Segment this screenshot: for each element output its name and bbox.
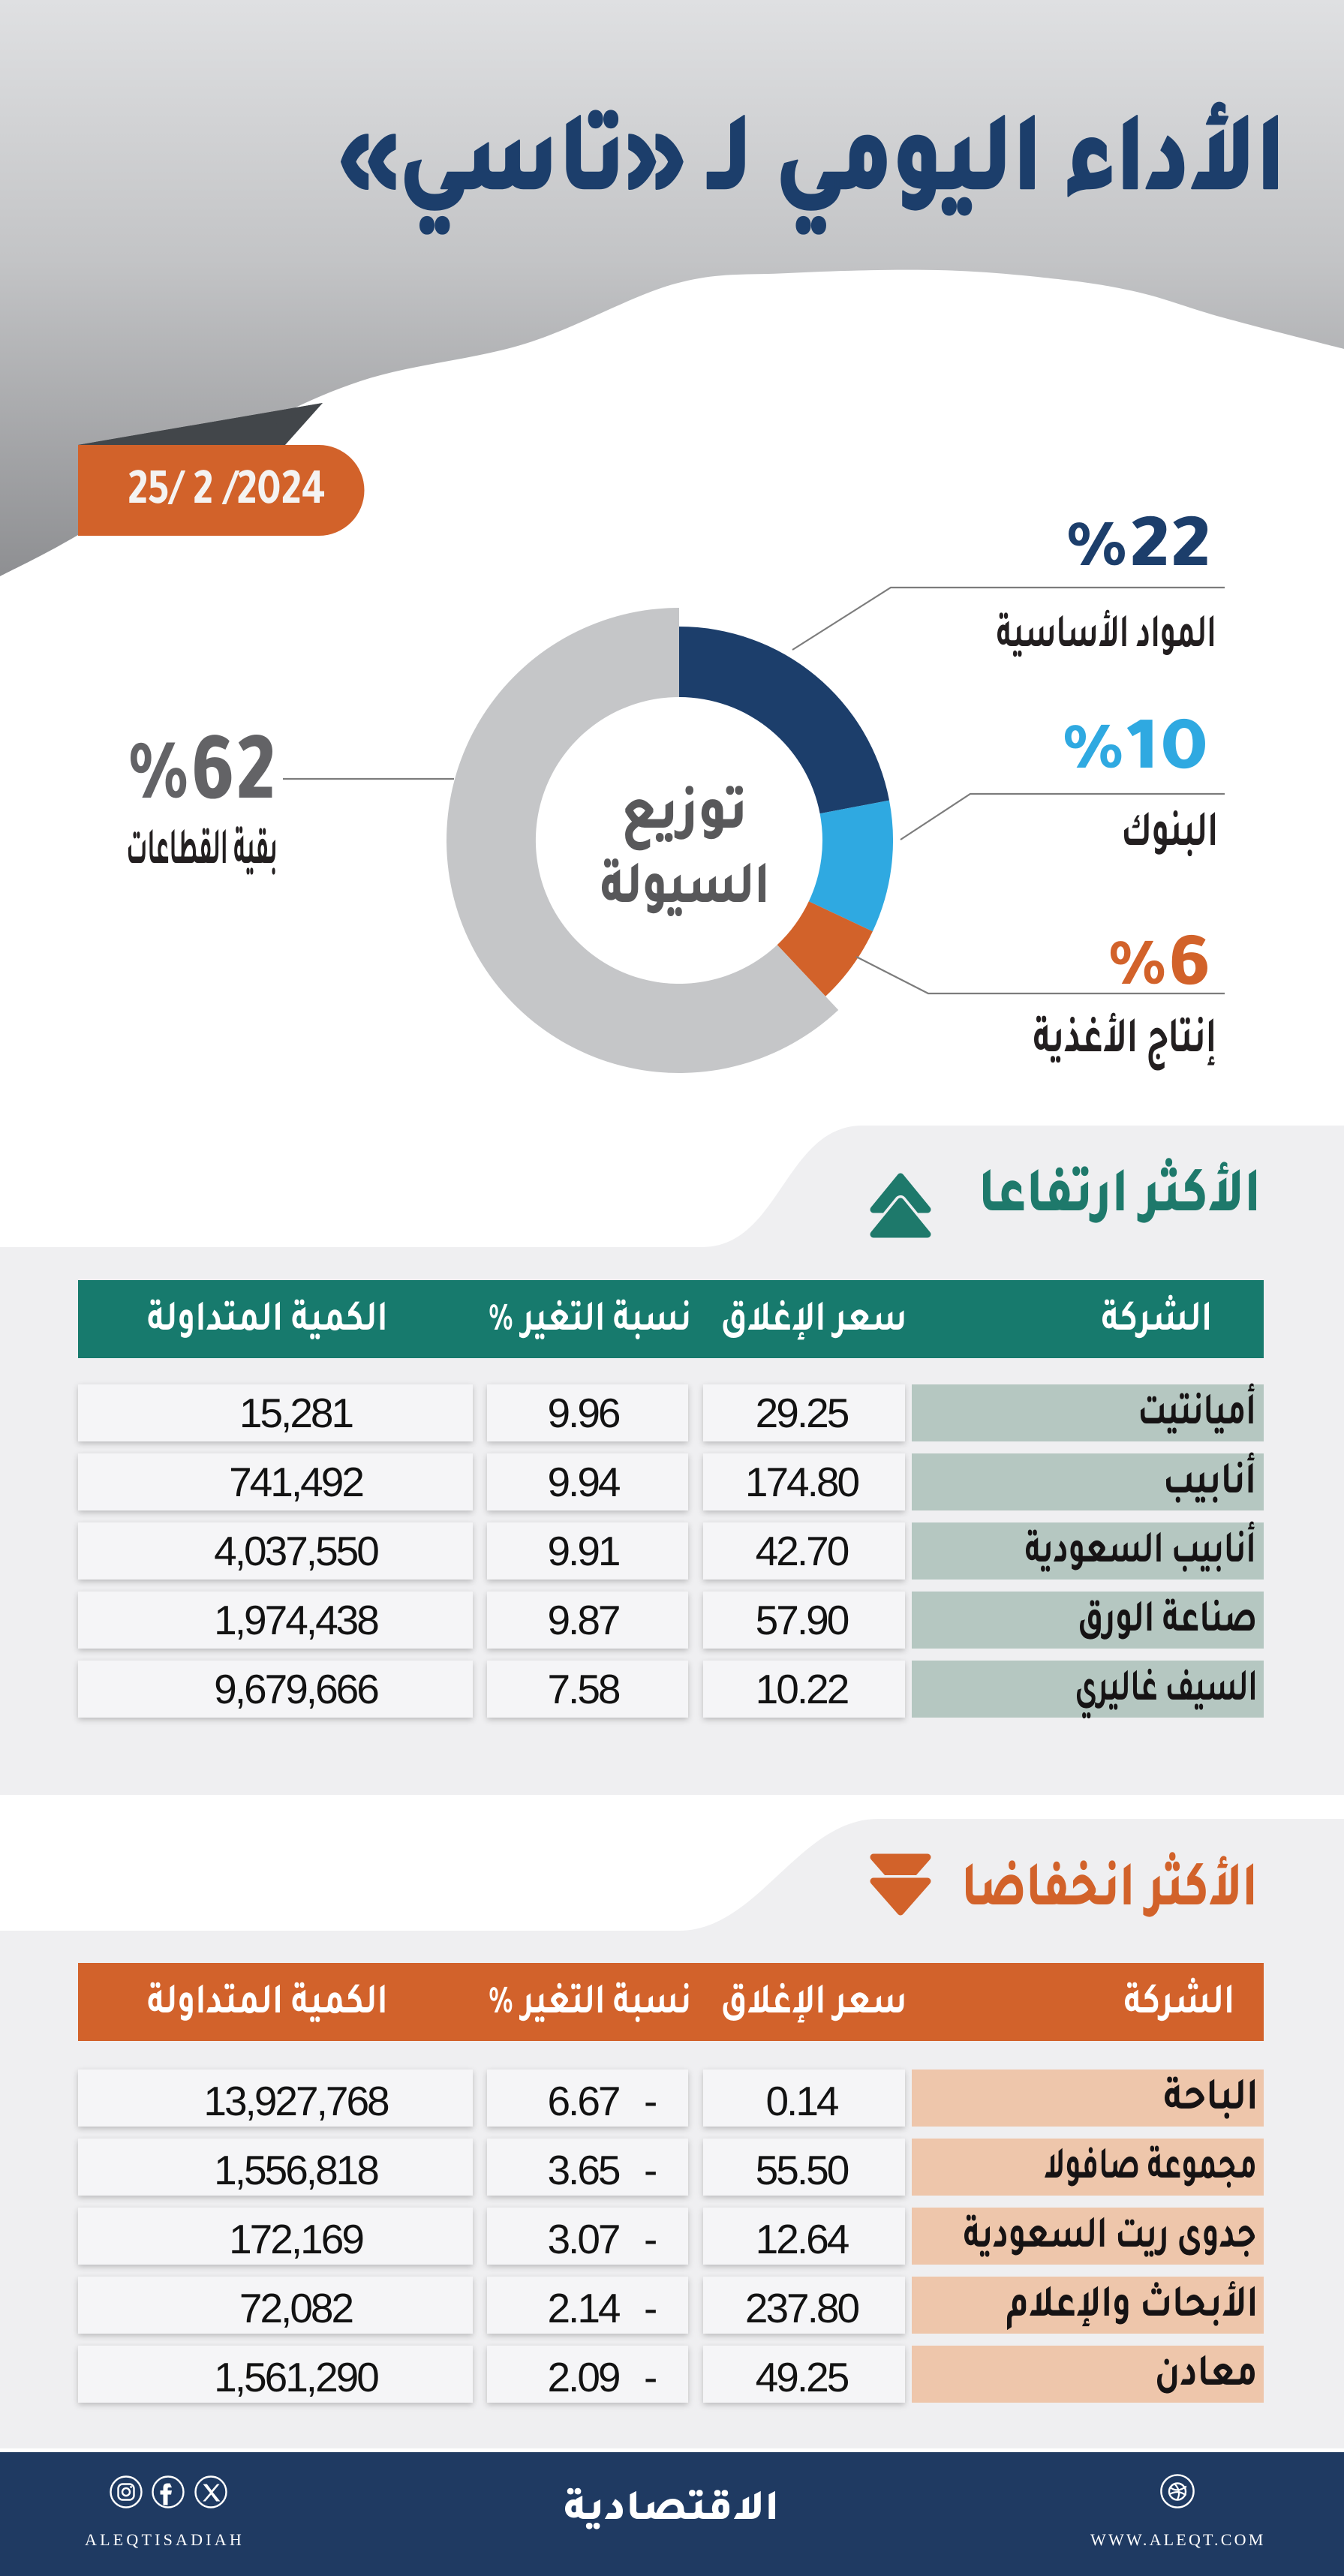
svg-text:42.70: 42.70 [756,1528,849,1574]
svg-text:3.07: 3.07 [547,2216,618,2262]
svg-text:9.91: 9.91 [547,1528,618,1574]
svg-text:172,169: 172,169 [229,2216,362,2262]
svg-text:174.80: 174.80 [745,1459,859,1505]
svg-text:9.94: 9.94 [547,1459,619,1505]
svg-text:2.09: 2.09 [547,2354,618,2400]
svg-text:ALEQTISADIAH: ALEQTISADIAH [85,2530,245,2549]
svg-text:55.50: 55.50 [756,2147,849,2193]
svg-text:13,927,768: 13,927,768 [203,2078,389,2124]
svg-text:-: - [644,2078,656,2124]
svg-text:57.90: 57.90 [756,1597,849,1643]
svg-text:1,561,290: 1,561,290 [214,2354,378,2400]
svg-text:6.67: 6.67 [547,2078,618,2124]
svg-text:2.14: 2.14 [547,2285,619,2331]
svg-text:WWW.ALEQT.COM: WWW.ALEQT.COM [1090,2530,1265,2549]
svg-text:237.80: 237.80 [745,2285,859,2331]
svg-text:7.58: 7.58 [547,1666,619,1712]
svg-text:12.64: 12.64 [756,2216,849,2262]
svg-text:-: - [644,2147,656,2193]
svg-text:9,679,666: 9,679,666 [214,1666,378,1712]
svg-text:4,037,550: 4,037,550 [214,1528,378,1574]
svg-text:3.65: 3.65 [547,2147,619,2193]
svg-text:72,082: 72,082 [239,2285,353,2331]
svg-text:9.96: 9.96 [547,1390,619,1436]
svg-text:-: - [644,2354,656,2400]
svg-text:1,974,438: 1,974,438 [214,1597,378,1643]
svg-text:0.14: 0.14 [765,2078,837,2124]
svg-text:49.25: 49.25 [756,2354,849,2400]
svg-text:741,492: 741,492 [229,1459,362,1505]
svg-text:-: - [644,2216,656,2262]
svg-text:10.22: 10.22 [756,1666,848,1712]
svg-text:29.25: 29.25 [756,1390,849,1436]
svg-text:9.87: 9.87 [547,1597,618,1643]
svg-text:-: - [644,2285,656,2331]
svg-text:1,556,818: 1,556,818 [214,2147,378,2193]
svg-text:15,281: 15,281 [239,1390,353,1436]
